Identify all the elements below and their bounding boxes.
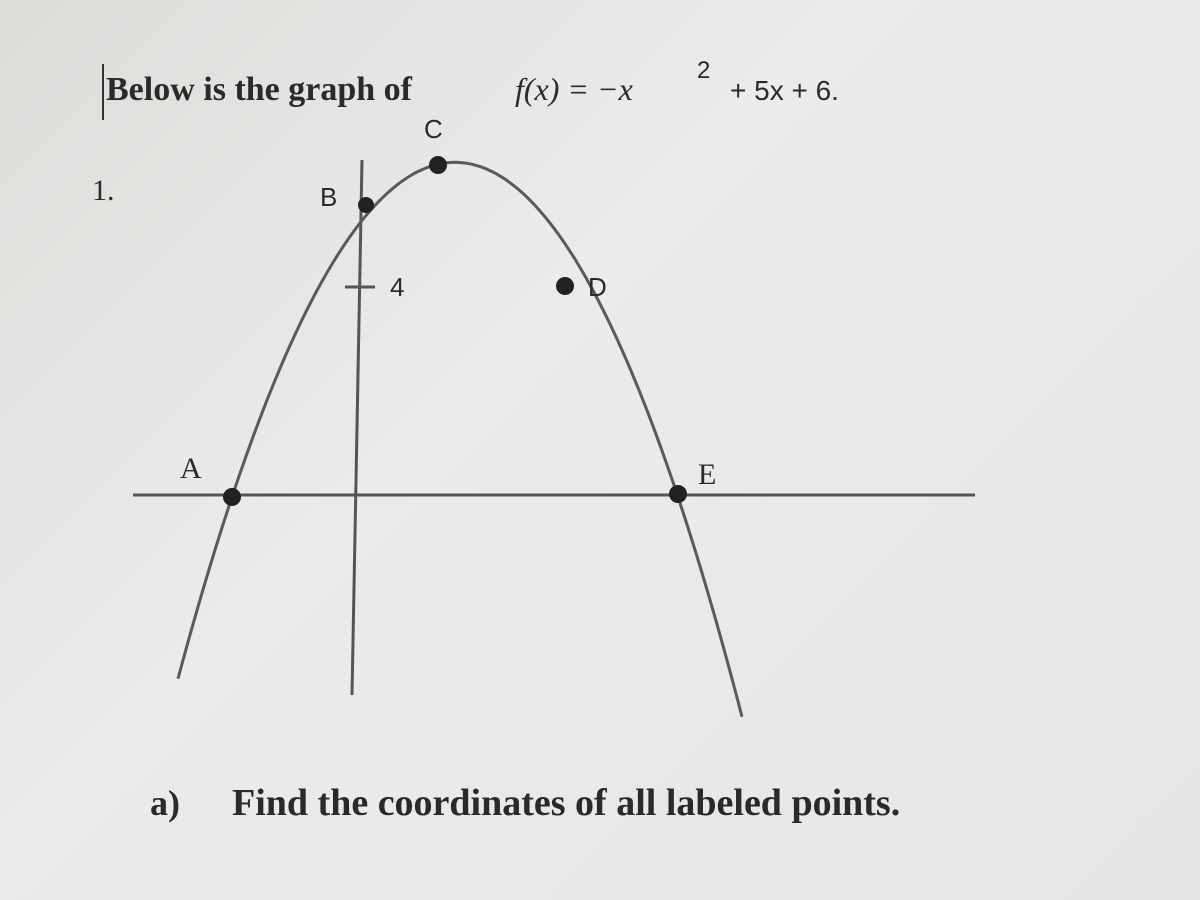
label-e: E	[698, 458, 716, 491]
label-c: C	[424, 114, 443, 144]
label-a: A	[180, 452, 202, 485]
question-text: Find the coordinates of all labeled poin…	[232, 782, 900, 824]
point-b	[358, 197, 374, 213]
question-letter: a)	[150, 783, 180, 823]
header-exponent: 2	[697, 57, 710, 84]
point-d	[556, 277, 574, 295]
label-d: D	[588, 272, 607, 302]
point-e	[669, 485, 687, 503]
problem-number: 1.	[92, 174, 115, 207]
parabola	[176, 160, 744, 718]
tick-label: 4	[390, 272, 404, 302]
header-function: f(x) = −x	[515, 71, 633, 107]
header-rest: + 5x + 6.	[730, 75, 839, 106]
point-c	[429, 156, 447, 174]
point-a	[223, 488, 241, 506]
label-b: B	[320, 182, 337, 212]
header-prefix: Below is the graph of	[106, 71, 413, 108]
y-axis	[350, 159, 364, 696]
